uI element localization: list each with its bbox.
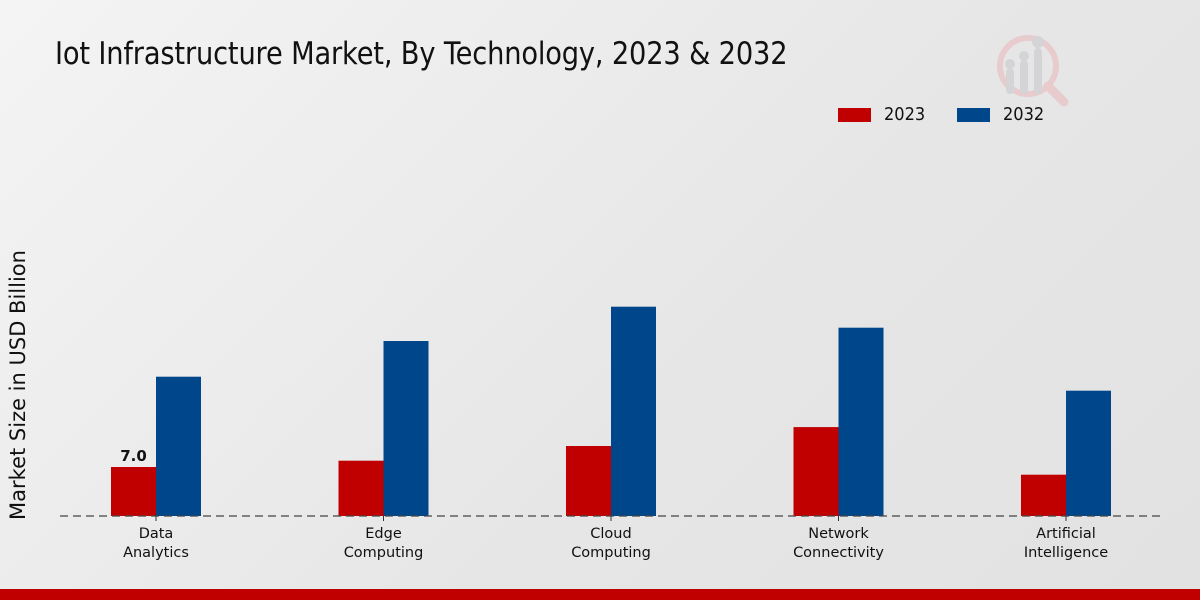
legend-label-2032: 2032 bbox=[1003, 104, 1045, 125]
chart-title: Iot Infrastructure Market, By Technology… bbox=[55, 36, 788, 72]
bar-artificial-intelligence-2032 bbox=[1066, 390, 1111, 516]
bar-edge-computing-2023 bbox=[338, 460, 384, 516]
legend-swatch-2032 bbox=[957, 107, 990, 122]
x-tick-label-artificial-intelligence: Artificial Intelligence bbox=[1024, 526, 1108, 561]
footer-accent-bar bbox=[0, 589, 1200, 600]
bar-artificial-intelligence-2023 bbox=[1021, 474, 1066, 516]
bar-network-connectivity-2023 bbox=[793, 427, 839, 516]
legend-item-2023: 2023 bbox=[838, 104, 930, 125]
legend-label-2023: 2023 bbox=[884, 104, 926, 125]
bar-edge-computing-2032 bbox=[383, 341, 429, 516]
x-tick-label-data-analytics: Data Analytics bbox=[123, 526, 189, 561]
x-tick-label-edge-computing: Edge Computing bbox=[344, 526, 424, 561]
x-tick-label-network-connectivity: Network Connectivity bbox=[793, 526, 884, 561]
bar-cloud-computing-2032 bbox=[611, 306, 656, 516]
legend-item-2032: 2032 bbox=[957, 104, 1049, 125]
bar-network-connectivity-2032 bbox=[838, 327, 884, 516]
watermark-logo-icon bbox=[997, 35, 1069, 107]
legend-swatch-2023 bbox=[838, 107, 871, 122]
bar-data-analytics-2032 bbox=[156, 376, 201, 516]
x-tick-label-cloud-computing: Cloud Computing bbox=[571, 526, 651, 561]
bar-cloud-computing-2023 bbox=[566, 446, 611, 516]
data-label: 7.0 bbox=[120, 447, 147, 465]
bar-data-analytics-2023 bbox=[111, 467, 156, 516]
